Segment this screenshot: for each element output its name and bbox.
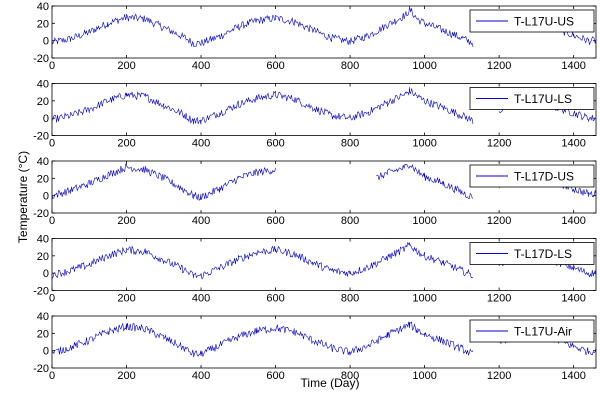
x-tick-label: 400 <box>192 370 210 382</box>
x-tick-label: 1400 <box>561 60 585 72</box>
x-tick-label: 1400 <box>561 293 585 305</box>
y-tick-label: 0 <box>43 36 49 48</box>
x-tick-label: 1000 <box>412 138 436 150</box>
x-tick-label: 200 <box>117 293 135 305</box>
x-tick-label: 600 <box>266 215 284 227</box>
y-tick-label: 40 <box>37 311 49 323</box>
legend-label: T-L17U-LS <box>514 92 572 106</box>
y-tick-label: 40 <box>37 1 49 13</box>
subplot-5: 0 200 400 600 800 1000 1200 1400-2002040T-L17U-… <box>33 311 597 382</box>
y-tick-label: 0 <box>43 191 49 203</box>
subplot-3: 0 200 400 600 800 1000 1200 1400-2002040T-L17D-… <box>33 156 597 227</box>
x-tick-label: 200 <box>117 370 135 382</box>
legend-box <box>469 319 595 343</box>
subplot-1: 0 200 400 600 800 1000 1200 1400-2002040T-L17U-… <box>33 1 597 72</box>
x-tick-label: 0 <box>49 215 55 227</box>
y-tick-label: 20 <box>37 173 49 185</box>
x-tick-label: 800 <box>341 215 359 227</box>
x-tick-label: 0 <box>49 293 55 305</box>
x-tick-label: 1200 <box>487 60 511 72</box>
x-tick-label: 0 <box>49 60 55 72</box>
x-tick-label: 1400 <box>561 370 585 382</box>
legend-box <box>469 164 595 188</box>
legend-label: T-L17D-US <box>514 170 574 184</box>
legend-box <box>469 9 595 33</box>
y-tick-label: 20 <box>37 96 49 108</box>
x-tick-label: 1400 <box>561 138 585 150</box>
subplot-4: 0 200 400 600 800 1000 1200 1400-2002040T-L17D-… <box>33 234 597 305</box>
x-tick-label: 1400 <box>561 215 585 227</box>
y-tick-label: 40 <box>37 156 49 168</box>
x-tick-label: 1200 <box>487 370 511 382</box>
y-tick-label: -20 <box>33 286 49 298</box>
x-tick-label: 800 <box>341 138 359 150</box>
legend-box <box>469 242 595 265</box>
y-axis-label: Temperature (°C) <box>16 150 30 244</box>
legend-label: T-L17U-US <box>514 15 574 29</box>
x-tick-label: 600 <box>266 370 284 382</box>
x-tick-label: 800 <box>341 293 359 305</box>
x-tick-label: 400 <box>192 215 210 227</box>
y-tick-label: -20 <box>33 53 49 65</box>
legend-label: T-L17D-LS <box>514 247 572 261</box>
x-tick-label: 1000 <box>412 60 436 72</box>
y-tick-label: -20 <box>33 363 49 375</box>
legend-label: T-L17U-Air <box>514 325 572 339</box>
x-tick-label: 200 <box>117 60 135 72</box>
y-tick-label: -20 <box>33 131 49 143</box>
x-tick-label: 600 <box>266 60 284 72</box>
y-tick-label: 40 <box>37 234 49 246</box>
x-tick-label: 1200 <box>487 138 511 150</box>
x-tick-label: 1000 <box>412 370 436 382</box>
x-tick-label: 400 <box>192 293 210 305</box>
y-tick-label: 20 <box>37 251 49 263</box>
x-tick-label: 0 <box>49 138 55 150</box>
y-tick-label: 0 <box>43 346 49 358</box>
subplot-2: 0 200 400 600 800 1000 1200 1400-2002040T-L17U-… <box>33 79 597 150</box>
x-tick-label: 1200 <box>487 215 511 227</box>
x-tick-label: 200 <box>117 215 135 227</box>
x-tick-label: 200 <box>117 138 135 150</box>
y-tick-label: 20 <box>37 328 49 340</box>
x-tick-label: 600 <box>266 293 284 305</box>
x-tick-label: 1000 <box>412 293 436 305</box>
x-tick-label: 600 <box>266 138 284 150</box>
x-tick-label: 800 <box>341 60 359 72</box>
x-tick-label: 400 <box>192 60 210 72</box>
x-tick-label: 1000 <box>412 215 436 227</box>
x-tick-label: 0 <box>49 370 55 382</box>
y-tick-label: 40 <box>37 79 49 91</box>
x-tick-label: 1200 <box>487 293 511 305</box>
y-tick-label: 20 <box>37 18 49 30</box>
x-tick-label: 400 <box>192 138 210 150</box>
x-axis-label: Time (Day) <box>300 376 360 390</box>
y-tick-label: 0 <box>43 268 49 280</box>
x-tick-label: 800 <box>341 370 359 382</box>
y-tick-label: -20 <box>33 208 49 220</box>
y-tick-label: 0 <box>43 113 49 125</box>
legend-box <box>469 87 595 110</box>
